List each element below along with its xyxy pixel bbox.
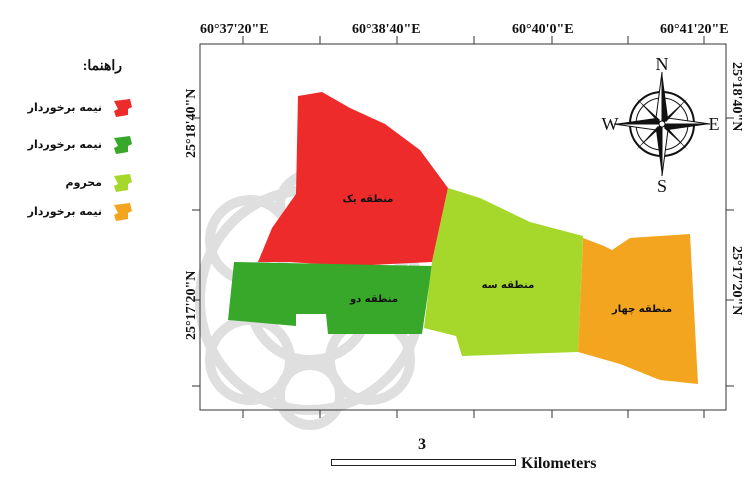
compass-e: E xyxy=(709,114,720,134)
zone-4-polygon[interactable] xyxy=(578,234,698,384)
scale-bar xyxy=(331,459,516,466)
scale-value: 3 xyxy=(418,436,426,453)
graticule-ticks xyxy=(192,36,734,418)
legend-label: نیمه برخوردار xyxy=(27,101,102,114)
compass-n: N xyxy=(656,54,669,74)
zone-1-label: منطقه یک xyxy=(343,194,394,205)
legend-item-zone-1: نیمه برخوردار xyxy=(8,97,168,121)
zone-2-label: منطقه دو xyxy=(349,294,398,305)
compass-s: S xyxy=(657,176,667,196)
coord-top-3: 60°40'0"E xyxy=(512,22,574,37)
coord-top-1: 60°37'20"E xyxy=(200,22,269,37)
legend-title: راهنما: xyxy=(82,59,122,74)
compass-rose-icon xyxy=(613,71,711,177)
map-border xyxy=(199,43,727,411)
zone-1-polygon[interactable] xyxy=(258,92,448,266)
legend-item-zone-3: محروم xyxy=(8,172,168,196)
legend-item-zone-4: نیمه برخوردار xyxy=(8,201,168,225)
legend-label: محروم xyxy=(65,176,102,189)
compass-w: W xyxy=(602,114,619,134)
legend-swatch-orange xyxy=(114,203,132,221)
legend-swatch-darkgreen xyxy=(114,136,132,154)
zone-3-label: منطقه سه xyxy=(482,280,535,291)
legend-label: نیمه برخوردار xyxy=(27,138,102,151)
legend-label: نیمه برخوردار xyxy=(27,205,102,218)
scale-unit: Kilometers xyxy=(521,455,597,472)
legend-item-zone-2: نیمه برخوردار xyxy=(8,134,168,158)
coord-top-4: 60°41'20"E xyxy=(660,22,729,37)
coord-top-2: 60°38'40"E xyxy=(352,22,421,37)
zone-4-label: منطقه چهار xyxy=(611,304,672,315)
zone-2-polygon[interactable] xyxy=(228,262,432,334)
legend-swatch-red xyxy=(114,99,132,117)
zone-3-polygon[interactable] xyxy=(424,188,583,356)
legend-swatch-lightgreen xyxy=(114,174,132,192)
